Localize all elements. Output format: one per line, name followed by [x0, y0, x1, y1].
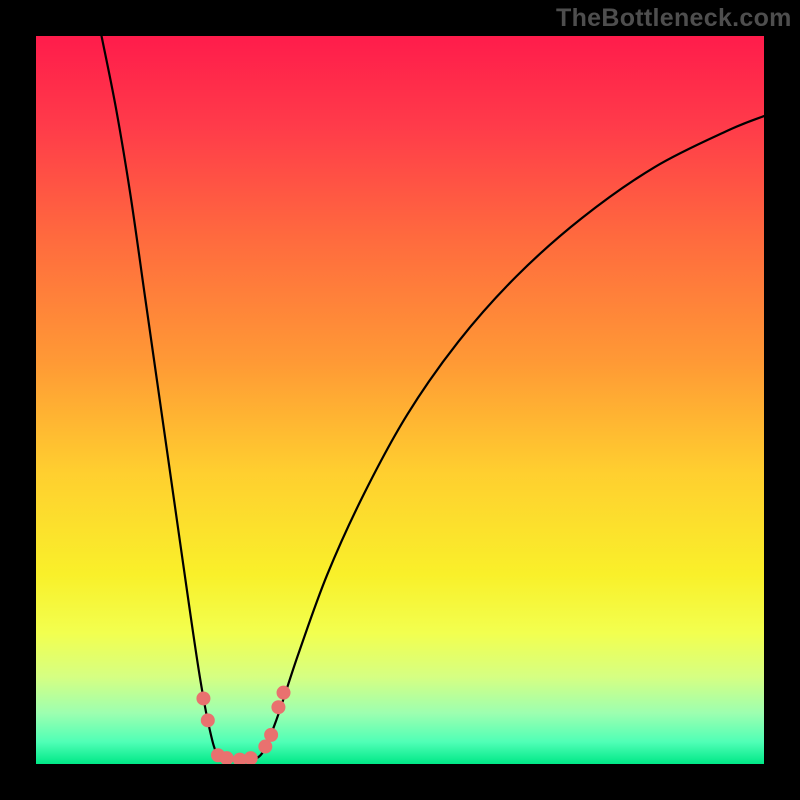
gradient-background: [36, 36, 764, 764]
curve-marker: [277, 686, 290, 699]
curve-marker: [201, 714, 214, 727]
curve-marker: [220, 752, 233, 764]
watermark-text: TheBottleneck.com: [556, 4, 792, 33]
curve-marker: [197, 692, 210, 705]
curve-marker: [265, 728, 278, 741]
curve-marker: [244, 752, 257, 764]
chart-frame: [36, 36, 764, 764]
bottleneck-curve-plot: [36, 36, 764, 764]
curve-marker: [272, 701, 285, 714]
curve-marker: [259, 740, 272, 753]
